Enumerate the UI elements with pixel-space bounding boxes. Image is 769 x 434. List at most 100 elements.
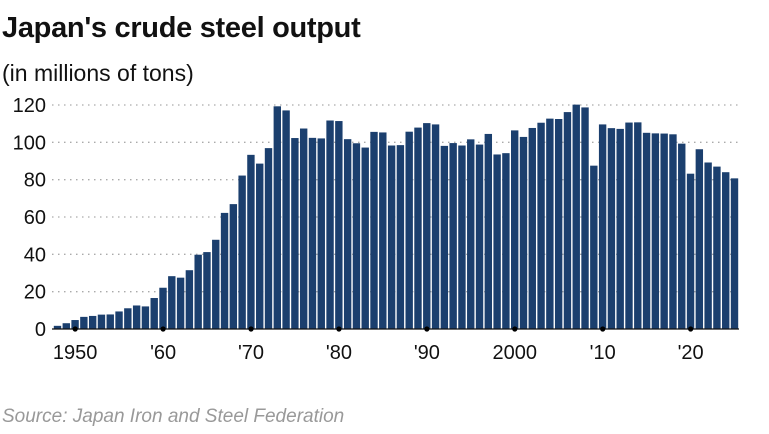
bar-1978 — [317, 138, 325, 329]
bar-1977 — [308, 137, 317, 329]
bar-1964 — [194, 254, 202, 329]
bar-1962 — [176, 277, 185, 329]
bar-1960 — [159, 287, 167, 329]
x-tick-label: '60 — [150, 342, 176, 364]
y-tick-label: 80 — [24, 170, 46, 192]
x-tick-label: 1950 — [53, 342, 98, 364]
bar-1999 — [502, 153, 510, 329]
bar-1995 — [467, 139, 475, 329]
bar-1972 — [264, 148, 273, 329]
x-tick-label: 2000 — [493, 342, 538, 364]
bar-1987 — [396, 145, 405, 329]
bar-2012 — [616, 128, 624, 329]
bar-1958 — [141, 306, 150, 329]
bar-1971 — [256, 163, 264, 329]
y-tick-label: 0 — [35, 319, 46, 341]
bar-1996 — [475, 144, 484, 329]
bar-1998 — [493, 154, 501, 329]
chart-subtitle: (in millions of tons) — [2, 60, 194, 86]
bar-1970 — [247, 154, 255, 329]
bar-1980 — [335, 121, 343, 329]
bar-2011 — [607, 128, 616, 329]
bar-1955 — [115, 311, 123, 329]
bar-1959 — [150, 298, 158, 329]
bar-2021 — [695, 149, 704, 329]
bar-2023 — [713, 166, 721, 329]
x-tick-label: '10 — [590, 342, 616, 364]
bar-2015 — [642, 132, 651, 329]
y-tick-label: 100 — [13, 132, 46, 154]
x-tick-mark — [160, 326, 166, 332]
x-tick-label: '90 — [414, 342, 440, 364]
bar-1986 — [387, 145, 396, 329]
source-note: Source: Japan Iron and Steel Federation — [2, 406, 345, 427]
bar-1979 — [326, 120, 334, 329]
bar-1997 — [484, 133, 493, 329]
bar-1951 — [80, 316, 88, 329]
bar-1949 — [62, 323, 70, 329]
bar-1988 — [405, 131, 413, 329]
bar-1968 — [229, 204, 238, 329]
x-tick-mark — [248, 326, 254, 332]
x-tick-mark — [72, 326, 78, 332]
bar-1981 — [343, 139, 352, 329]
bar-2010 — [598, 124, 607, 329]
bar-1993 — [449, 143, 457, 329]
bar-2004 — [546, 118, 554, 329]
bar-1961 — [168, 276, 176, 329]
bar-2017 — [660, 133, 668, 329]
bar-1956 — [124, 308, 132, 329]
bar-2009 — [590, 165, 598, 329]
bar-2022 — [704, 162, 712, 329]
bar-2025 — [730, 178, 739, 329]
bar-2013 — [625, 122, 633, 330]
bar-1973 — [273, 106, 281, 329]
bar-1952 — [88, 315, 97, 329]
bar-1976 — [299, 128, 308, 329]
bar-1954 — [106, 314, 114, 329]
bar-2005 — [554, 119, 563, 329]
x-tick-mark — [336, 326, 342, 332]
x-tick-label: '80 — [326, 342, 352, 364]
bar-2003 — [537, 122, 545, 329]
bar-2002 — [528, 127, 536, 330]
bar-1992 — [440, 145, 449, 329]
bar-1994 — [458, 145, 466, 329]
bar-1969 — [238, 175, 246, 329]
bar-1991 — [431, 124, 440, 329]
bar-1953 — [97, 314, 106, 329]
y-tick-label: 40 — [24, 244, 46, 266]
bar-1957 — [132, 305, 141, 329]
bar-1990 — [423, 123, 431, 330]
bar-2018 — [669, 134, 677, 329]
bar-1963 — [185, 270, 194, 329]
y-tick-label: 60 — [24, 207, 46, 229]
bar-1983 — [361, 147, 369, 329]
bar-1989 — [414, 127, 422, 329]
bar-2014 — [634, 122, 642, 329]
bar-1950 — [71, 320, 79, 329]
bar-2016 — [651, 133, 660, 329]
x-tick-mark — [512, 326, 518, 332]
bar-1985 — [379, 132, 387, 329]
bar-2024 — [722, 172, 730, 329]
x-tick-label: '20 — [678, 342, 704, 364]
bar-1948 — [53, 325, 62, 329]
y-tick-label: 120 — [13, 95, 46, 117]
x-tick-mark — [600, 326, 606, 332]
x-tick-mark — [424, 326, 430, 332]
chart-title: Japan's crude steel output — [2, 12, 361, 44]
bar-1974 — [282, 110, 290, 329]
x-tick-mark — [688, 326, 694, 332]
bar-2000 — [511, 130, 519, 329]
bar-1966 — [212, 239, 220, 329]
x-tick-label: '70 — [238, 342, 264, 364]
bar-1975 — [291, 138, 299, 329]
bar-2007 — [572, 104, 580, 329]
y-tick-label: 20 — [24, 282, 46, 304]
bar-2006 — [563, 112, 572, 330]
bar-2020 — [686, 173, 695, 329]
bar-2001 — [519, 136, 528, 329]
